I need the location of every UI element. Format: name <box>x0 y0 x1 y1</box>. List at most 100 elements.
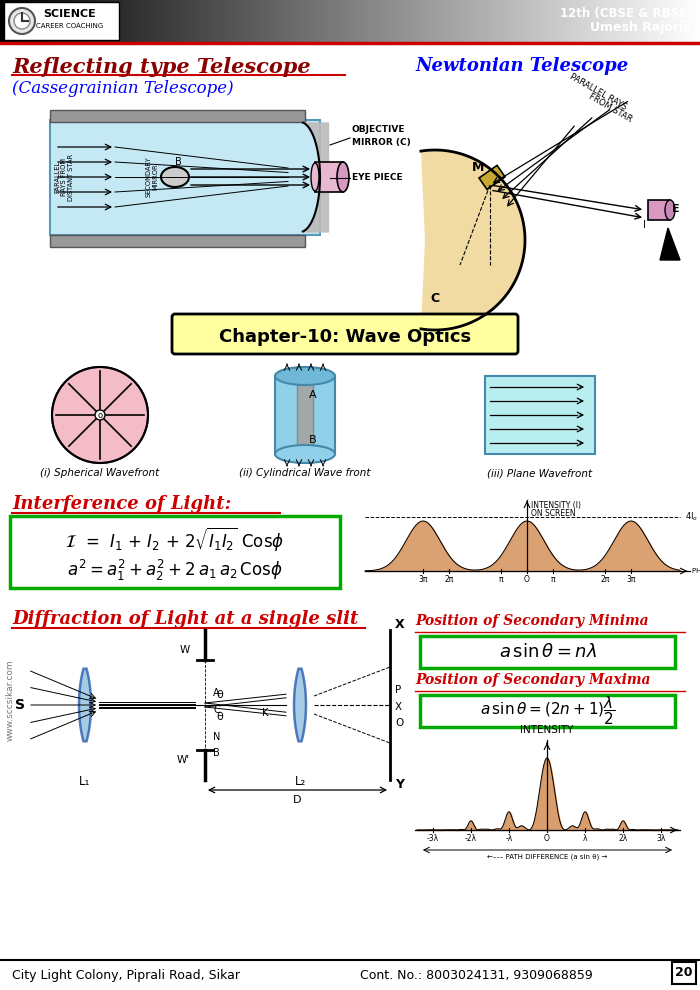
Bar <box>612 0 617 42</box>
Bar <box>91 0 95 42</box>
Text: (iii) Plane Wavefront: (iii) Plane Wavefront <box>487 468 593 478</box>
Bar <box>203 0 207 42</box>
Bar <box>389 0 393 42</box>
Bar <box>25 0 29 42</box>
Text: 3π: 3π <box>419 575 428 584</box>
Bar <box>399 0 403 42</box>
Text: O: O <box>524 575 530 584</box>
Bar <box>266 0 270 42</box>
Bar <box>620 0 624 42</box>
Bar <box>420 0 424 42</box>
Bar <box>476 0 480 42</box>
Bar <box>648 200 670 220</box>
Bar <box>119 0 123 42</box>
Bar <box>273 0 277 42</box>
Text: -λ: -λ <box>505 834 512 843</box>
Bar <box>189 0 193 42</box>
Bar <box>479 165 505 189</box>
Bar <box>511 0 515 42</box>
Text: -2λ: -2λ <box>465 834 477 843</box>
Text: W': W' <box>177 755 190 765</box>
Bar <box>70 0 74 42</box>
Bar <box>696 0 700 42</box>
Bar <box>469 0 473 42</box>
Text: OBJECTIVE: OBJECTIVE <box>352 126 405 135</box>
Bar <box>228 0 232 42</box>
Text: (i) Spherical Wavefront: (i) Spherical Wavefront <box>41 468 160 478</box>
Bar <box>427 0 431 42</box>
Text: SCIENCE: SCIENCE <box>43 9 97 19</box>
Bar <box>248 0 253 42</box>
Bar <box>458 0 463 42</box>
Bar <box>147 0 151 42</box>
Text: Interference of Light:: Interference of Light: <box>12 495 231 513</box>
Bar <box>315 0 319 42</box>
Bar <box>84 0 88 42</box>
Bar <box>392 0 396 42</box>
Bar <box>49 0 53 42</box>
Bar <box>448 0 452 42</box>
Text: A: A <box>309 390 316 400</box>
Bar <box>609 0 613 42</box>
Bar <box>444 0 449 42</box>
Bar <box>560 0 564 42</box>
Text: o: o <box>97 411 103 420</box>
Text: C: C <box>213 705 220 715</box>
Bar <box>682 0 687 42</box>
Bar <box>420 636 675 668</box>
Bar <box>378 0 382 42</box>
Bar <box>665 0 669 42</box>
Bar <box>262 0 267 42</box>
Bar <box>108 0 113 42</box>
Bar <box>354 0 358 42</box>
Bar <box>66 0 71 42</box>
Bar <box>122 0 127 42</box>
Text: A: A <box>213 688 220 698</box>
Ellipse shape <box>275 367 335 385</box>
Bar <box>350 0 354 42</box>
Text: www.sccsikar.com: www.sccsikar.com <box>6 659 15 741</box>
Text: MIRROR (C): MIRROR (C) <box>352 138 411 147</box>
Bar <box>438 0 442 42</box>
Bar <box>473 0 477 42</box>
Text: CAREER COACHING: CAREER COACHING <box>36 23 104 29</box>
Text: θ: θ <box>216 712 223 722</box>
Bar <box>497 0 501 42</box>
Bar <box>94 0 99 42</box>
Bar <box>7 0 11 42</box>
Bar <box>570 0 575 42</box>
Text: 2λ: 2λ <box>618 834 628 843</box>
Text: 4I$_o$: 4I$_o$ <box>685 511 698 524</box>
Bar <box>368 0 372 42</box>
Bar <box>588 0 592 42</box>
Text: W: W <box>180 645 190 655</box>
Bar <box>4 0 8 42</box>
Bar <box>14 0 18 42</box>
Bar <box>150 0 155 42</box>
Text: $a^2 = a_1^2 + a_2^2 + 2\,a_1\,a_2\,\mathrm{Cos}\phi$: $a^2 = a_1^2 + a_2^2 + 2\,a_1\,a_2\,\mat… <box>67 557 283 582</box>
Bar <box>693 0 697 42</box>
Bar <box>133 0 137 42</box>
Bar <box>483 0 487 42</box>
Text: 3λ: 3λ <box>657 834 666 843</box>
Bar <box>690 0 694 42</box>
Bar <box>640 0 645 42</box>
Bar <box>542 0 547 42</box>
Bar <box>322 0 326 42</box>
FancyBboxPatch shape <box>172 314 518 354</box>
Polygon shape <box>79 668 91 742</box>
Bar <box>602 0 606 42</box>
Bar <box>46 0 50 42</box>
Bar <box>178 0 183 42</box>
Bar <box>301 0 305 42</box>
Bar <box>80 0 85 42</box>
Bar <box>88 0 92 42</box>
Bar <box>626 0 631 42</box>
Bar <box>199 0 204 42</box>
Bar <box>528 0 533 42</box>
Bar <box>466 0 470 42</box>
Bar <box>630 0 634 42</box>
Bar <box>581 0 585 42</box>
Bar <box>140 0 144 42</box>
Bar <box>304 0 309 42</box>
